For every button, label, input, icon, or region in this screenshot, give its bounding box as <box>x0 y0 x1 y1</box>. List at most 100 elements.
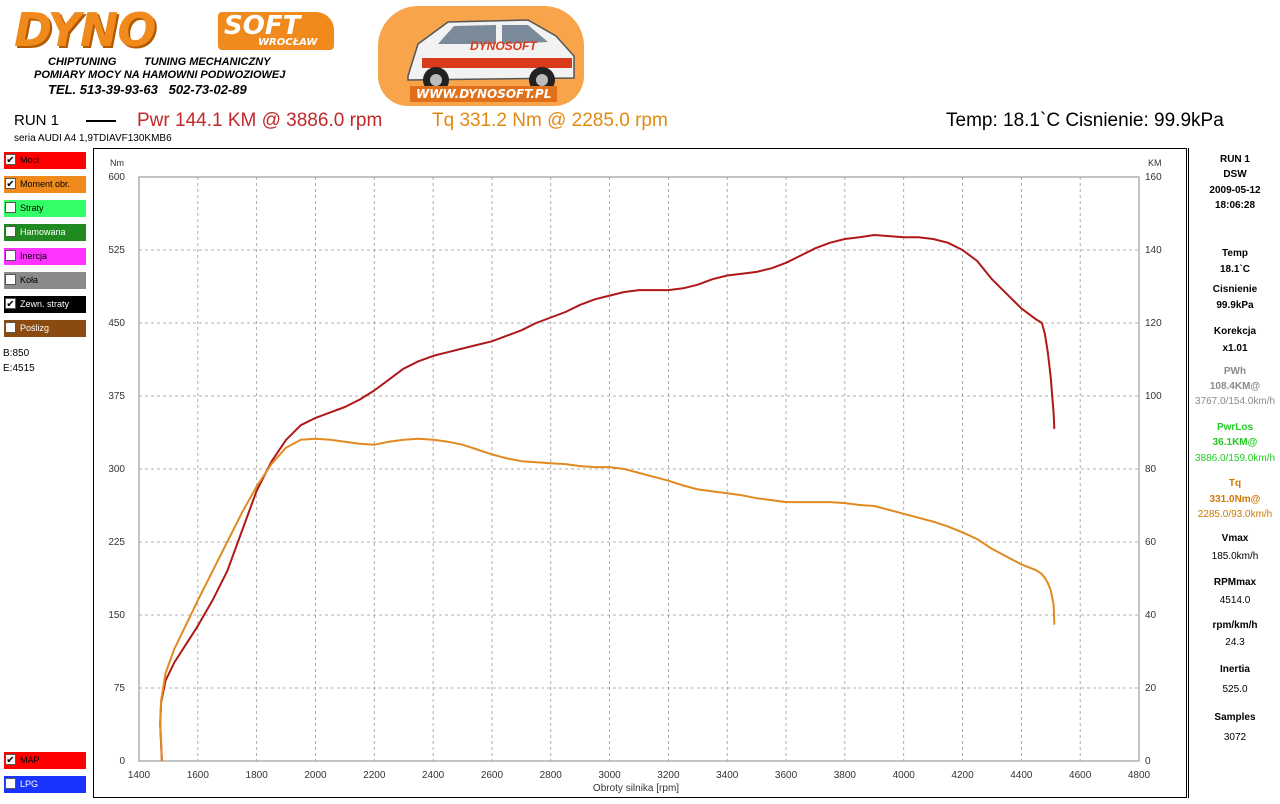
y-right-tick-label: 160 <box>1145 172 1162 183</box>
info-press-value: 99.9kPa <box>1216 300 1254 311</box>
info-rpmkmh-label: rpm/km/h <box>1212 620 1258 631</box>
info-samples-label: Samples <box>1214 712 1256 723</box>
info-vmax-value: 185.0km/h <box>1211 551 1259 562</box>
x-tick-label: 3800 <box>834 770 857 781</box>
legend-checkbox[interactable] <box>5 322 16 333</box>
dyno-chart[interactable]: 1400 1600 1800 2000 2200 2400 2600 2800 3000 3200… <box>94 149 1188 799</box>
info-samples-value: 3072 <box>1223 732 1247 743</box>
info-pwh-at: 3767.0/154.0km/h <box>1194 396 1276 407</box>
legend-swatch <box>4 320 86 337</box>
legend-swatch <box>4 776 86 793</box>
y-left-tick-label: 225 <box>108 537 125 548</box>
info-temp-label: Temp <box>1222 248 1248 259</box>
info-pwh-value: 108.4KM@ <box>1209 381 1261 392</box>
legend-swatch <box>4 176 86 193</box>
y-left-tick-label: 75 <box>114 683 126 694</box>
x-tick-label: 4800 <box>1128 770 1151 781</box>
legend-bottom-item-0[interactable]: ✔ MAP <box>4 752 86 769</box>
legend-item-1[interactable]: ✔ Moment obr. <box>4 176 86 193</box>
info-korr-label: Korekcja <box>1213 326 1257 337</box>
legend-item-6[interactable]: ✔ Zewn. straty <box>4 296 86 313</box>
legend-label: Poślizg <box>20 323 50 333</box>
range-begin: B:850 <box>3 348 30 359</box>
x-tick-label: 1400 <box>128 770 151 781</box>
legend-bottom-item-1[interactable]: LPG <box>4 776 86 793</box>
legend-item-4[interactable]: Inercja <box>4 248 86 265</box>
info-pwrlos-value: 36.1KM@ <box>1212 437 1258 448</box>
x-tick-label: 3400 <box>716 770 739 781</box>
y-right-tick-label: 0 <box>1145 756 1151 767</box>
legend-label: Koła <box>20 275 39 285</box>
y-right-tick-label: 120 <box>1145 318 1162 329</box>
y-left-tick-label: 375 <box>108 391 125 402</box>
legend-item-3[interactable]: Hamowana <box>4 224 86 241</box>
x-tick-label: 1800 <box>246 770 269 781</box>
tagline-tuning: TUNING MECHANICZNY <box>144 56 271 68</box>
info-korr-value: x1.01 <box>1222 343 1248 354</box>
info-temp-value: 18.1`C <box>1219 264 1250 275</box>
y-right-tick-label: 100 <box>1145 391 1162 402</box>
info-tq-value: 331.0Nm@ <box>1209 494 1261 505</box>
legend-swatch <box>4 152 86 169</box>
info-press-label: Cisnienie <box>1212 284 1258 295</box>
legend-swatch <box>4 248 86 265</box>
x-tick-label: 1600 <box>187 770 210 781</box>
info-run: RUN 1 <box>1219 154 1250 165</box>
x-axis-label: Obroty silnika [rpm] <box>593 783 679 794</box>
legend-checkbox[interactable] <box>5 250 16 261</box>
series-line-1 <box>159 437 1056 762</box>
y-left-tick-label: 300 <box>108 464 125 475</box>
info-operator: DSW <box>1223 169 1247 180</box>
legend-swatch <box>4 272 86 289</box>
y-right-tick-label: 20 <box>1145 683 1157 694</box>
y-left-tick-label: 150 <box>108 610 125 621</box>
info-inertia-label: Inertia <box>1219 664 1250 675</box>
legend-checkbox[interactable] <box>5 274 16 285</box>
legend-item-0[interactable]: ✔ Moci <box>4 152 86 169</box>
x-tick-label: 4600 <box>1069 770 1092 781</box>
tagline-chiptuning: CHIPTUNING <box>48 56 117 68</box>
info-pwh-label: PWh <box>1223 366 1247 377</box>
x-tick-label: 2600 <box>481 770 504 781</box>
legend-label: Moci <box>20 155 40 165</box>
legend-label: Zewn. straty <box>20 299 70 309</box>
x-tick-label: 2200 <box>363 770 386 781</box>
y-right-tick-label: 140 <box>1145 245 1162 256</box>
header-banner: DYNO SOFT WROCŁAW CHIPTUNING TUNING MECH… <box>0 0 1280 108</box>
info-rpmmax-label: RPMmax <box>1213 577 1257 588</box>
x-tick-label: 2800 <box>540 770 563 781</box>
legend-label: Inercja <box>20 251 48 261</box>
x-tick-label: 3000 <box>598 770 621 781</box>
legend-checkbox[interactable]: ✔ <box>5 178 16 190</box>
rpm-range: B:850 E:4515 <box>3 346 35 376</box>
info-tq-at: 2285.0/93.0km/h <box>1197 509 1273 520</box>
info-date: 2009-05-12 <box>1209 185 1261 196</box>
legend-label: LPG <box>20 779 39 789</box>
info-inertia-value: 525.0 <box>1222 684 1248 695</box>
legend-checkbox[interactable]: ✔ <box>5 154 16 166</box>
legend-item-2[interactable]: Straty <box>4 200 86 217</box>
legend-checkbox[interactable]: ✔ <box>5 298 16 310</box>
legend-item-5[interactable]: Koła <box>4 272 86 289</box>
legend-checkbox[interactable] <box>5 778 16 789</box>
legend-checkbox[interactable]: ✔ <box>5 754 16 766</box>
legend-item-7[interactable]: Poślizg <box>4 320 86 337</box>
info-tq-label: Tq <box>1228 478 1242 489</box>
logo-main-text: DYNO <box>14 3 157 57</box>
car-decal-text: DYNOSOFT <box>470 39 538 53</box>
info-time: 18:06:28 <box>1214 200 1256 211</box>
tagline-dyno: POMIARY MOCY NA HAMOWNI PODWOZIOWEJ <box>34 69 286 81</box>
legend-swatch <box>4 296 86 313</box>
legend-swatch <box>4 200 86 217</box>
y-left-tick-label: 525 <box>108 245 125 256</box>
series-line-0 <box>159 234 1056 762</box>
logo-soft-badge: SOFT WROCŁAW <box>218 12 334 50</box>
legend-checkbox[interactable] <box>5 202 16 213</box>
dyno-chart-frame: 1400 1600 1800 2000 2200 2400 2600 2800 3000 3200… <box>93 148 1187 798</box>
peak-power-readout: Pwr 144.1 KM @ 3886.0 rpm <box>137 110 383 131</box>
x-tick-label: 4000 <box>893 770 916 781</box>
legend-checkbox[interactable] <box>5 226 16 237</box>
info-rpmmax-value: 4514.0 <box>1219 595 1251 606</box>
y-right-tick-label: 80 <box>1145 464 1157 475</box>
info-pwrlos-at: 3886.0/159.0km/h <box>1194 453 1276 464</box>
